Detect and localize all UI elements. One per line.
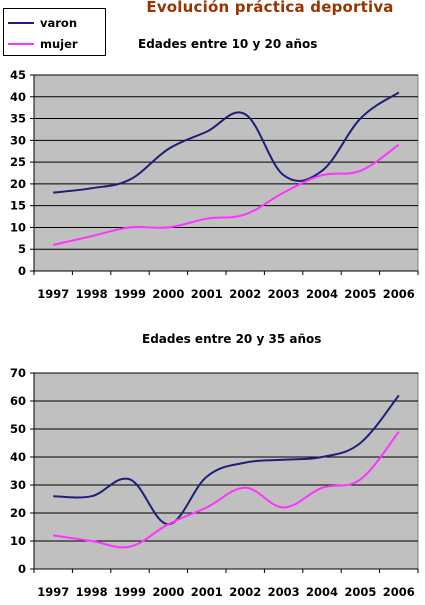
chart-1-ytick-label-40: 40: [10, 90, 26, 104]
chart-2-xtick-label-2001: 2001: [191, 585, 223, 599]
legend-swatch-varon: [8, 22, 34, 24]
legend: varon mujer: [3, 8, 106, 56]
chart-1-ytick-label-20: 20: [10, 177, 26, 191]
chart-2-plot-area: [33, 372, 419, 570]
chart-1-xtick-label-2000: 2000: [152, 287, 184, 301]
legend-item-mujer: mujer: [8, 36, 104, 52]
chart-1-ytick-label-25: 25: [10, 155, 26, 169]
legend-label-varon: varon: [40, 16, 78, 30]
chart-2-xtick-label-1997: 1997: [37, 585, 69, 599]
chart-2-ytick-label-50: 50: [10, 422, 26, 436]
chart-2-xtick-label-1999: 1999: [114, 585, 146, 599]
chart-2-xtick-label-2006: 2006: [383, 585, 415, 599]
chart-1-xtick-label-2002: 2002: [229, 287, 261, 301]
chart-2-ytick-label-40: 40: [10, 450, 26, 464]
chart-2-ytick-label-20: 20: [10, 506, 26, 520]
chart-1-series-varon: [53, 91, 400, 194]
chart-1-ytick-label-35: 35: [10, 112, 26, 126]
chart-1-ytick-label-5: 5: [18, 242, 26, 256]
chart-2-series-mujer: [53, 431, 400, 549]
chart-2-title: Edades entre 20 y 35 años: [142, 332, 322, 346]
chart-2-xtick-label-2004: 2004: [306, 585, 338, 599]
chart-2-ytick-label-70: 70: [10, 366, 26, 380]
chart-2-xtick-label-2003: 2003: [268, 585, 300, 599]
chart-2-series-varon: [53, 394, 400, 526]
chart-2-ytick-label-0: 0: [18, 562, 26, 576]
chart-1-xtick-label-2003: 2003: [268, 287, 300, 301]
chart-2-ytick-label-60: 60: [10, 394, 26, 408]
chart-1-xtick-label-1998: 1998: [76, 287, 108, 301]
chart-2-xtick-label-2000: 2000: [152, 585, 184, 599]
chart-2-ytick-label-10: 10: [10, 534, 26, 548]
chart-1-plot-area: [33, 74, 419, 272]
chart-1-xtick-label-1997: 1997: [37, 287, 69, 301]
chart-2-xtick-label-1998: 1998: [76, 585, 108, 599]
chart-1-xtick-label-2004: 2004: [306, 287, 338, 301]
chart-1-series-mujer: [52, 143, 400, 246]
chart-1-ytick-label-30: 30: [10, 133, 26, 147]
legend-item-varon: varon: [8, 15, 104, 31]
chart-1-title: Edades entre 10 y 20 años: [138, 37, 318, 51]
chart-1-xtick-label-1999: 1999: [114, 287, 146, 301]
chart-1-ytick-label-45: 45: [10, 68, 26, 82]
legend-label-mujer: mujer: [40, 37, 78, 51]
chart-1-ytick-label-15: 15: [10, 199, 26, 213]
chart-2-ytick-label-30: 30: [10, 478, 26, 492]
chart-2-xtick-label-2005: 2005: [344, 585, 376, 599]
main-title: Evolución práctica deportiva: [146, 0, 394, 16]
chart-1-ytick-label-0: 0: [18, 264, 26, 278]
chart-2-xtick-label-2002: 2002: [229, 585, 261, 599]
legend-swatch-mujer: [8, 43, 34, 45]
chart-1-ytick-label-10: 10: [10, 220, 26, 234]
chart-1-xtick-label-2006: 2006: [383, 287, 415, 301]
chart-1-xtick-label-2005: 2005: [344, 287, 376, 301]
chart-1-xtick-label-2001: 2001: [191, 287, 223, 301]
